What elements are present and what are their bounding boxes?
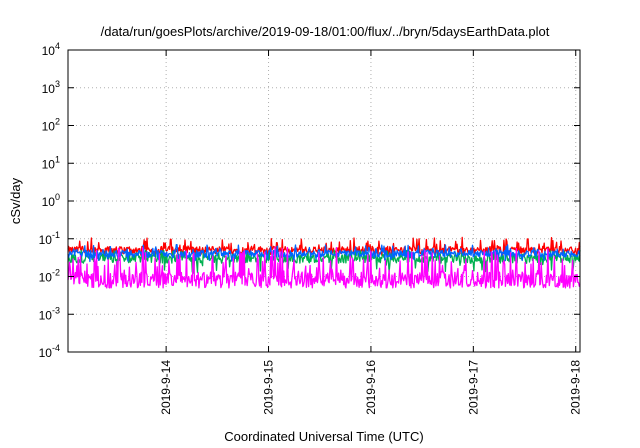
x-tick-label: 2019-9-14: [159, 360, 173, 415]
chart-title: /data/run/goesPlots/archive/2019-09-18/0…: [101, 24, 550, 39]
y-tick-label: 102: [42, 117, 60, 134]
y-axis-label: cSv/day: [8, 177, 23, 224]
x-tick-label: 2019-9-17: [466, 360, 480, 415]
x-tick-label: 2019-9-18: [569, 360, 583, 415]
series-line: [67, 246, 581, 289]
y-tick-label: 10-3: [39, 305, 60, 322]
grid: [68, 50, 580, 352]
y-tick-label: 103: [42, 79, 60, 96]
y-tick-label: 10-2: [39, 268, 60, 285]
x-axis-label: Coordinated Universal Time (UTC): [224, 429, 423, 444]
x-axis: 2019-9-14 2019-9-15 2019-9-16 2019-9-17 2019…: [159, 50, 583, 415]
series-layer: [67, 236, 581, 289]
x-tick-label: 2019-9-16: [364, 360, 378, 415]
x-tick-label: 2019-9-15: [262, 360, 276, 415]
y-tick-label: 104: [42, 41, 60, 58]
y-tick-label: 10-1: [39, 230, 60, 247]
y-tick-label: 10-4: [39, 343, 60, 360]
y-tick-label: 100: [42, 192, 60, 209]
y-tick-label: 101: [42, 154, 60, 171]
y-axis: 10-4 10-3 10-2 10-1 100 101 102 103 104: [39, 41, 580, 360]
